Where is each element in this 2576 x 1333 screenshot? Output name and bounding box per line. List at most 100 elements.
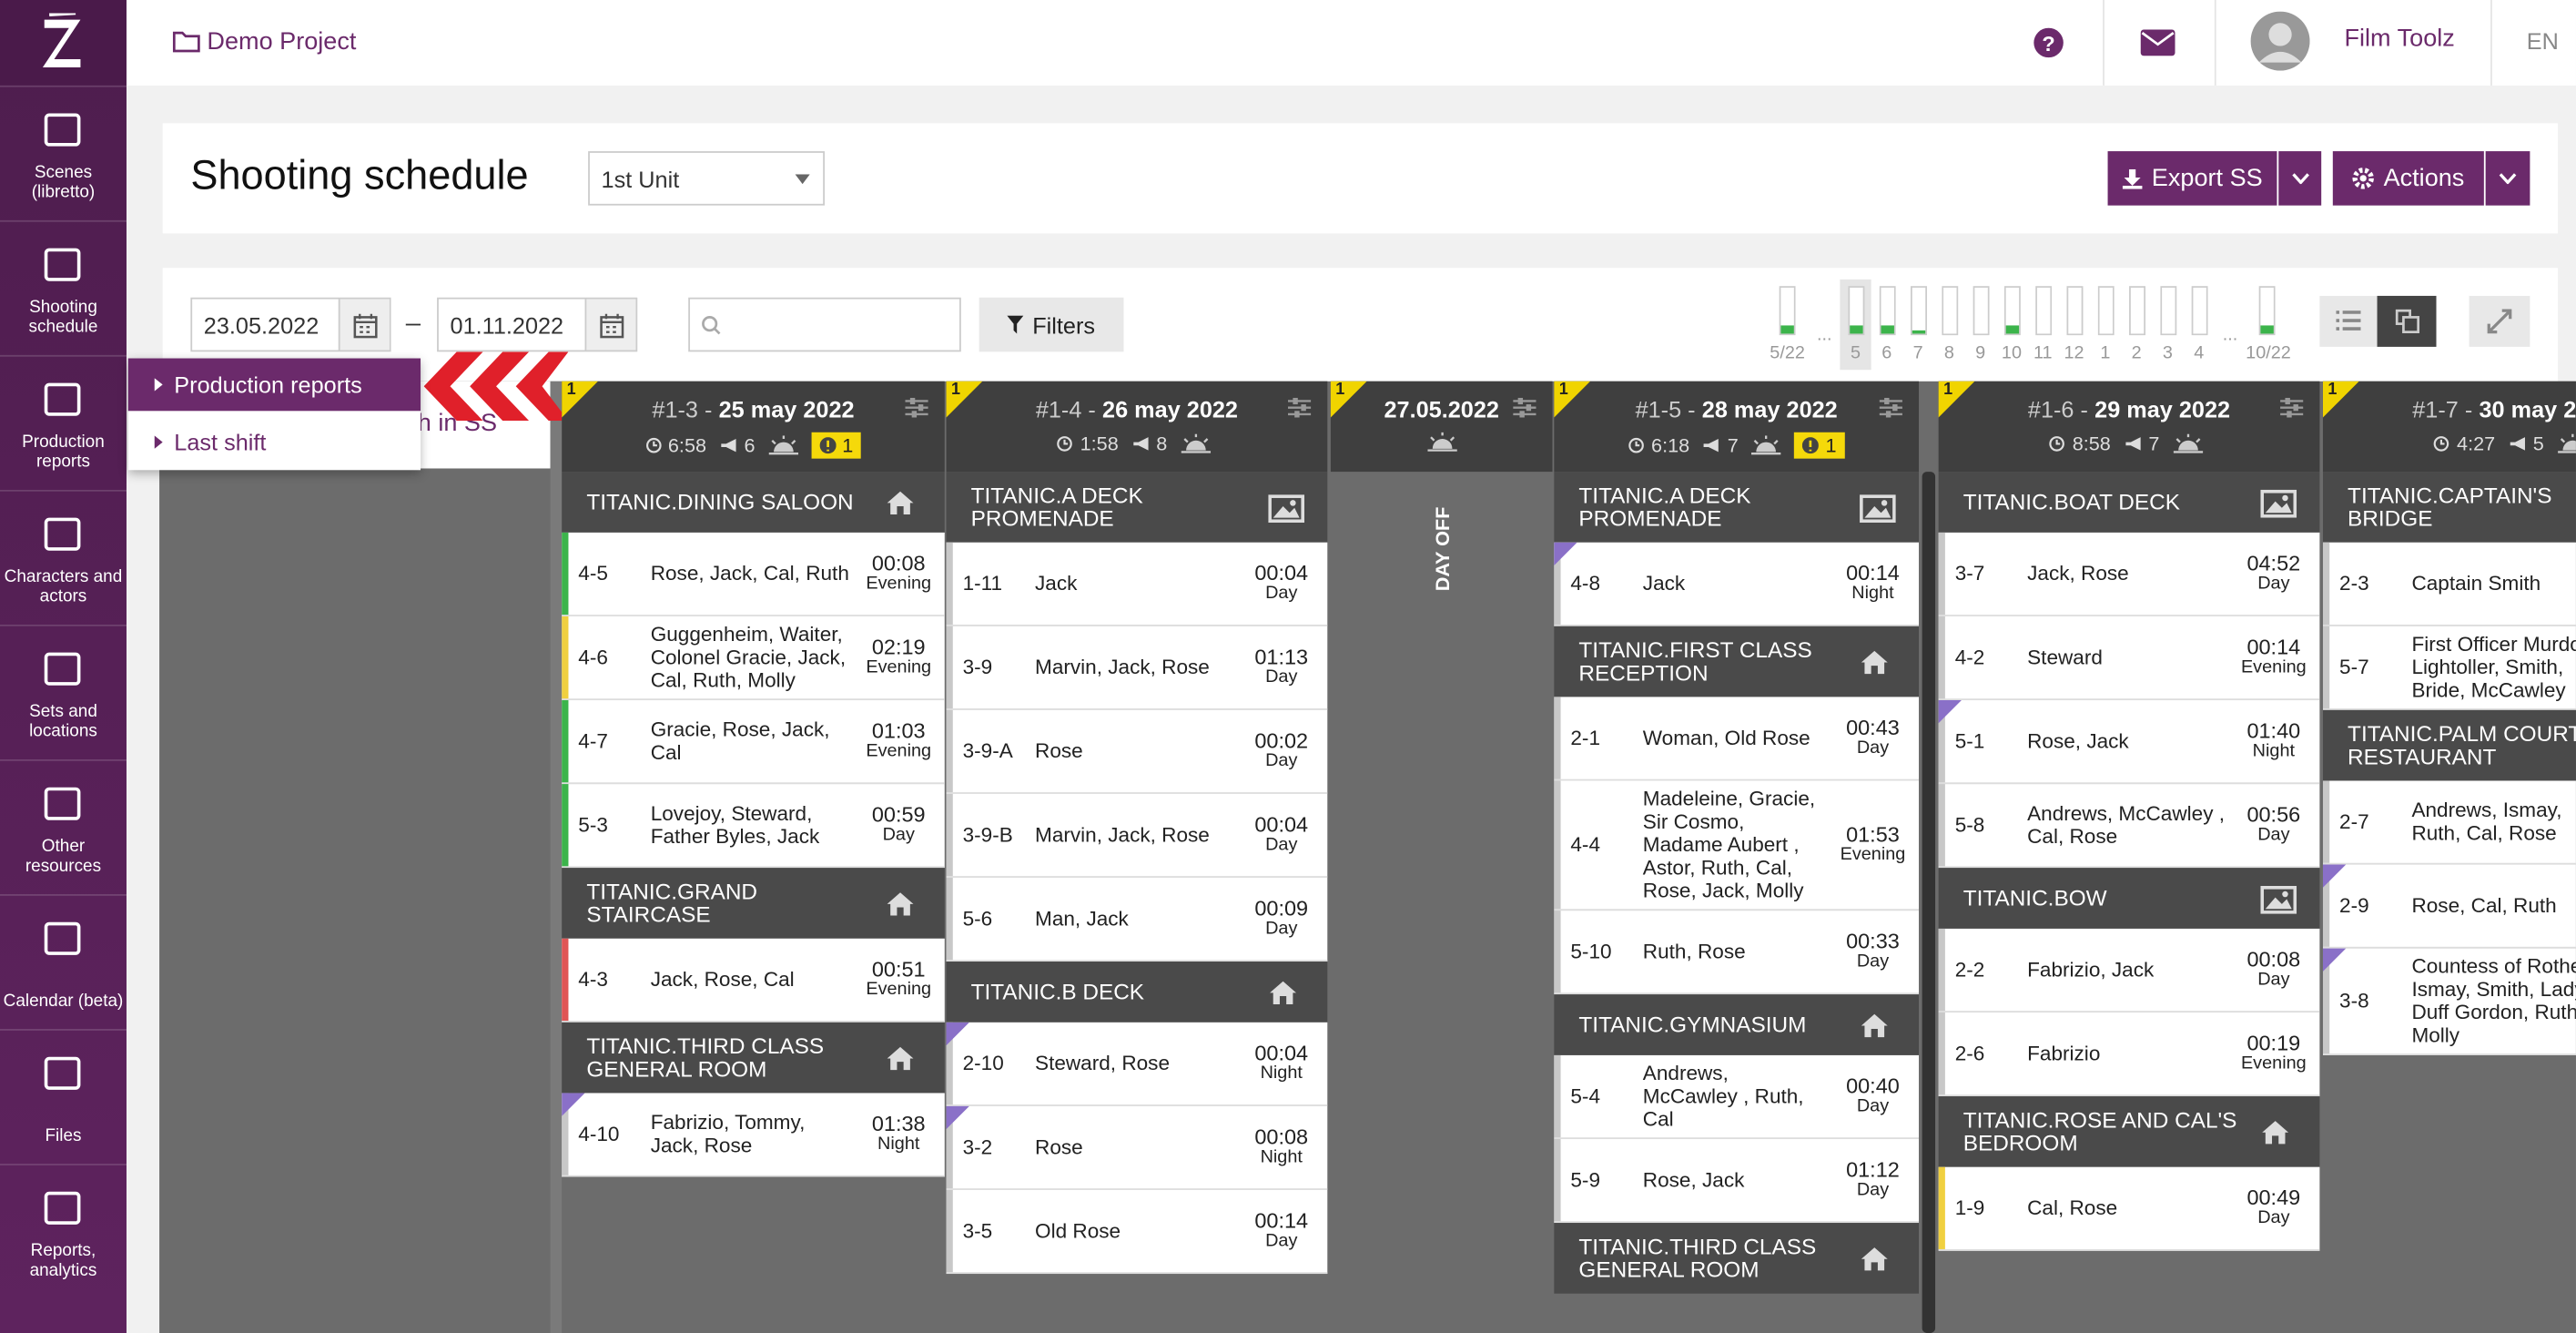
scene-number: 5-3 xyxy=(578,813,608,837)
nav-item[interactable]: Shooting schedule xyxy=(0,219,127,353)
project-name[interactable]: Demo Project xyxy=(207,27,357,56)
day-cell[interactable]: 5/22 xyxy=(1766,280,1809,370)
day-cell[interactable]: 5 xyxy=(1840,279,1871,371)
board-view-button[interactable] xyxy=(2377,295,2437,347)
day-cell[interactable]: 7 xyxy=(1902,280,1933,370)
scene-row[interactable]: 4-10 Fabrizio, Tommy, Jaсk, Rose 01:38 Nigh… xyxy=(562,1093,945,1177)
scene-row[interactable]: 4-8 Jaсk 00:14 Night xyxy=(1554,542,1920,626)
scene-row[interactable]: 4-6 Guggenheim, Waiter, Colonel Gracie, J… xyxy=(562,616,945,701)
day-cell[interactable]: 1 xyxy=(2090,280,2121,370)
language[interactable]: EN xyxy=(2526,27,2559,55)
actions-button[interactable]: Actions xyxy=(2332,151,2484,206)
nav-item[interactable]: Characters and actors xyxy=(0,489,127,623)
date-input[interactable]: 01.11.2022 xyxy=(437,297,638,352)
scene-row[interactable]: 5-1 Rose, Jaсk 01:40 Night xyxy=(1938,700,2320,785)
scene-number: 5-1 xyxy=(1954,729,1985,753)
scene-timing: 00:14 Night xyxy=(1827,562,1919,603)
menu-caret xyxy=(154,435,163,449)
calendar-button xyxy=(584,299,636,351)
day-cell[interactable]: 2 xyxy=(2121,280,2152,370)
scene-row[interactable]: 3-9 Marvin, Jaсk, Rose 01:13 Day xyxy=(946,626,1328,710)
day-cell[interactable]: 6 xyxy=(1871,280,1902,370)
search-input[interactable] xyxy=(688,297,961,352)
day-cell[interactable]: 10 xyxy=(1996,280,2027,370)
scene-timing: 00:04 Night xyxy=(1235,1042,1327,1083)
nav-item[interactable]: Other resources xyxy=(0,759,127,892)
scene-row[interactable]: 4-2 Steward 00:14 Evening xyxy=(1938,616,2320,701)
scene-row[interactable]: 2-2 Fabrizio, Jaсk 00:08 Day xyxy=(1938,928,2320,1013)
nav-item[interactable]: Reports, analytics xyxy=(0,1164,127,1297)
scene-time: 01:38 xyxy=(871,1111,926,1136)
scene-row[interactable]: 5-10 Ruth, Rose 00:33 Day xyxy=(1554,911,1920,995)
day-cell[interactable]: 10/22 xyxy=(2246,280,2291,370)
scene-cast: Andrews, McCawley , Cal, Rose xyxy=(2027,801,2226,849)
nav-item[interactable]: Sets and locations xyxy=(0,624,127,758)
scene-row[interactable]: 4-3 Jaсk, Rose, Cal 00:51 Evening xyxy=(562,938,945,1023)
day-label: 5 xyxy=(1850,343,1861,363)
scene-row[interactable]: 5-8 Andrews, McCawley , Cal, Rose 00:56 Day xyxy=(1938,784,2320,869)
clock-icon xyxy=(1628,437,1645,453)
scene-row[interactable]: 5-6 Man, Jaсk 00:09 Day xyxy=(946,877,1328,962)
scene-row[interactable]: 2-1 Woman, Old Rose 00:43 Day xyxy=(1554,697,1920,781)
date-value: 23.05.2022 xyxy=(203,311,319,338)
scene-row[interactable]: 2-9 Rose, Cal, Ruth xyxy=(2322,864,2576,949)
scene-period: Day xyxy=(1265,750,1298,771)
nav-item[interactable]: Calendar (beta) xyxy=(0,894,127,1027)
nav-item[interactable]: Files xyxy=(0,1029,127,1162)
scene-row[interactable]: 3-8 Countess of Rothes, Ismay, Smith, Lad… xyxy=(2322,948,2576,1055)
scene-row[interactable]: 3-9-A Rose 00:02 Day xyxy=(946,709,1328,794)
settings-icon xyxy=(905,397,928,418)
fullscreen-button[interactable] xyxy=(2469,295,2530,347)
nav-item[interactable]: Production reports xyxy=(0,354,127,488)
day-cell[interactable]: 11 xyxy=(2027,280,2058,370)
scene-row[interactable]: 2-3 Captain Smith xyxy=(2322,542,2576,626)
scrollbar[interactable] xyxy=(1922,472,1936,1333)
scene-row[interactable]: 5-7 First Officer Murdoch, Lightoller, Sm… xyxy=(2322,626,2576,710)
user-name[interactable]: Film Toolz xyxy=(2344,25,2455,53)
scene-row[interactable]: 4-5 Rose, Jack, Cal, Ruth 00:08 Evening xyxy=(562,532,945,616)
day-bar xyxy=(2003,286,2021,336)
scene-row[interactable]: 4-4 Madeleine, Gracie, Sir Cosmo, Madame … xyxy=(1554,780,1920,911)
list-view-button[interactable] xyxy=(2319,295,2378,347)
day-cell[interactable]: 3 xyxy=(2152,280,2183,370)
scene-row[interactable]: 4-7 Gracie, Rose, Jaсk, Cal 01:03 Evening xyxy=(562,700,945,785)
scene-row[interactable]: 5-4 Andrews, McCawley , Ruth, Cal 00:40 Day xyxy=(1554,1054,1920,1140)
export-button[interactable]: Export SS xyxy=(2107,151,2277,206)
scene-row[interactable]: 3-2 Rose 00:08 Night xyxy=(946,1105,1328,1190)
scene-time: 00:51 xyxy=(871,956,926,982)
scene-row[interactable]: 2-10 Steward, Rose 00:04 Night xyxy=(946,1022,1328,1106)
scene-stripe xyxy=(2322,542,2330,625)
duration: 4:27 xyxy=(2457,432,2496,456)
day-cell[interactable]: 12 xyxy=(2058,280,2089,370)
scene-number: 4-6 xyxy=(578,646,608,669)
scene-row[interactable]: 1-11 Jaсk 00:04 Day xyxy=(946,542,1328,626)
scene-timing: 00:08 Day xyxy=(2227,949,2319,990)
day-cell[interactable]: 4 xyxy=(2184,280,2215,370)
filters-button[interactable]: Filters xyxy=(979,297,1124,352)
nav-item[interactable]: Scenes (libretto) xyxy=(0,85,127,219)
scene-row[interactable]: 1-9 Cal, Rose 00:49 Day xyxy=(1938,1166,2320,1251)
shooting-day-id: #1-7 - xyxy=(2412,396,2473,422)
day-header: 1 27.05.2022 xyxy=(1330,381,1553,473)
actions-dropdown[interactable] xyxy=(2485,151,2530,206)
scene-stripe xyxy=(2322,948,2330,1054)
unit-select[interactable]: 1st Unit xyxy=(588,151,826,206)
date-input[interactable]: 23.05.2022 xyxy=(190,297,391,352)
scene-time: 01:53 xyxy=(1846,821,1900,847)
home-icon xyxy=(1270,980,1296,1004)
scene-row[interactable]: 3-7 Jaсk, Rose 04:52 Day xyxy=(1938,532,2320,616)
scene-row[interactable]: 3-5 Old Rose 00:14 Day xyxy=(946,1189,1328,1275)
home-icon xyxy=(1861,649,1888,674)
menu-item[interactable]: Production reports xyxy=(127,358,421,412)
scene-stripe xyxy=(562,938,569,1022)
scene-row[interactable]: 5-9 Rose, Jaсk 01:12 Day xyxy=(1554,1139,1920,1224)
scene-row[interactable]: 2-6 Fabrizio 00:19 Evening xyxy=(1938,1012,2320,1097)
scene-row[interactable]: 5-3 Lovejoy, Steward, Father Byles, Jaсk 0… xyxy=(562,784,945,869)
scene-row[interactable]: 2-7 Andrews, Ismay, Ruth, Cal, Rose xyxy=(2322,780,2576,865)
day-cell[interactable]: 9 xyxy=(1965,280,1996,370)
scene-row[interactable]: 3-9-B Marvin, Jaсk, Rose 00:04 Day xyxy=(946,793,1328,878)
settings-icon xyxy=(1513,397,1536,418)
export-dropdown[interactable] xyxy=(2278,151,2322,206)
menu-item[interactable]: Last shift xyxy=(128,414,421,470)
day-cell[interactable]: 8 xyxy=(1933,280,1964,370)
